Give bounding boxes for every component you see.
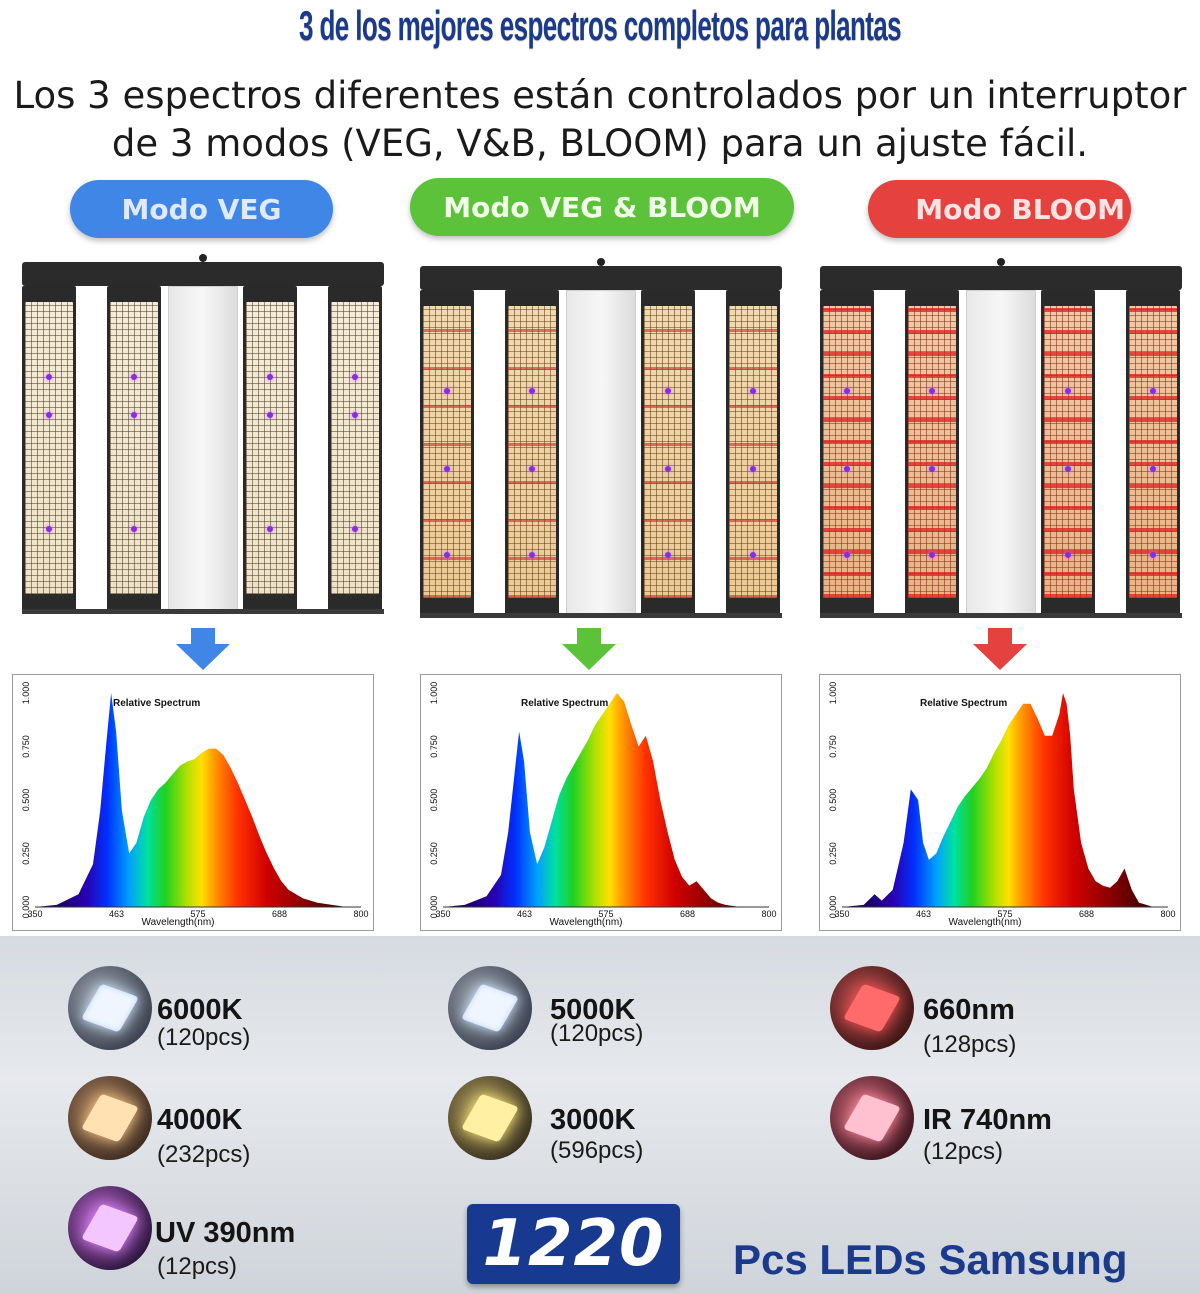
x-tick-label: 575 <box>598 909 613 919</box>
led-ir-count: (12pcs) <box>923 1138 1004 1165</box>
page-subtitle: Los 3 espectros diferentes están control… <box>0 72 1200 168</box>
y-tick-label: 0.500 <box>828 789 838 812</box>
y-tick-label: 0.250 <box>828 842 838 865</box>
led-uv-count: (12pcs) <box>157 1253 238 1280</box>
uv-led-chip-icon <box>68 1186 152 1270</box>
led-3000k-label: 3000K <box>550 1104 636 1136</box>
led-660nm-count: (128pcs) <box>923 1031 1017 1058</box>
ir-led-chip-icon <box>830 1076 914 1160</box>
y-tick-label: 0.250 <box>21 842 31 865</box>
x-tick-label: 688 <box>1079 909 1094 919</box>
y-tick-label: 0.000 <box>828 896 838 919</box>
grow-light-veg-bloom-image <box>420 258 782 622</box>
y-tick-label: 0.000 <box>21 896 31 919</box>
chart-title: Relative Spectrum <box>521 698 608 709</box>
spectrum-area <box>842 693 1168 907</box>
led-5000k-label: 5000K <box>550 994 636 1026</box>
mode-veg-button[interactable]: Modo VEG <box>70 180 333 238</box>
x-tick-label: 800 <box>353 909 368 919</box>
page-title: 3 de los mejores espectros completos par… <box>298 2 902 49</box>
x-tick-label: 688 <box>272 909 287 919</box>
led-4000k-label: 4000K <box>157 1104 243 1136</box>
total-led-count-badge: 1220 <box>467 1204 680 1284</box>
x-tick-label: 350 <box>834 909 849 919</box>
white-led-chip-icon <box>448 966 532 1050</box>
subtitle-line-1: Los 3 espectros diferentes están control… <box>13 74 1187 117</box>
total-led-number: 1220 <box>482 1207 665 1281</box>
x-tick-label: 350 <box>435 909 450 919</box>
x-axis-label: Wavelength(nm) <box>550 917 623 928</box>
y-tick-label: 0.750 <box>429 735 439 758</box>
y-tick-label: 0.500 <box>429 789 439 812</box>
x-tick-label: 688 <box>680 909 695 919</box>
x-tick-label: 463 <box>916 909 931 919</box>
chart-title: Relative Spectrum <box>920 698 1007 709</box>
y-tick-label: 0.250 <box>429 842 439 865</box>
y-tick-label: 1.000 <box>21 682 31 705</box>
x-tick-label: 575 <box>997 909 1012 919</box>
x-tick-label: 463 <box>109 909 124 919</box>
y-tick-label: 0.000 <box>429 896 439 919</box>
led-ir-label: IR 740nm <box>923 1104 1052 1136</box>
spectrum-area <box>35 693 361 907</box>
x-tick-label: 800 <box>761 909 776 919</box>
led-660nm-label: 660nm <box>923 994 1015 1026</box>
y-tick-label: 0.750 <box>21 735 31 758</box>
x-axis-label: Wavelength(nm) <box>142 917 215 928</box>
led-4000k-count: (232pcs) <box>157 1141 251 1168</box>
mode-veg-bloom-button[interactable]: Modo VEG & BLOOM <box>410 178 794 236</box>
led-6000k-count: (120pcs) <box>157 1024 251 1051</box>
arrow-down-green-icon <box>562 628 616 672</box>
white-led-chip-icon <box>68 966 152 1050</box>
x-tick-label: 463 <box>517 909 532 919</box>
mode-bloom-button[interactable]: Modo BLOOM <box>868 180 1131 238</box>
x-axis-label: Wavelength(nm) <box>949 917 1022 928</box>
y-tick-label: 0.750 <box>828 735 838 758</box>
led-6000k-label: 6000K <box>157 994 243 1026</box>
grow-light-bloom-image <box>820 258 1182 622</box>
arrow-down-red-icon <box>973 628 1027 672</box>
spectrum-area <box>443 693 769 907</box>
spectrum-chart-veg: Relative Spectrum 350 463 575 688 800 0.000 0.2… <box>12 674 374 931</box>
spectrum-chart-bloom: Relative Spectrum 350 463 575 688 800 0.000 0.2… <box>819 674 1181 931</box>
y-tick-label: 1.000 <box>828 682 838 705</box>
arrow-down-blue-icon <box>176 628 230 672</box>
total-led-label: Pcs LEDs Samsung <box>733 1236 1128 1283</box>
led-5000k-count: (120pcs) <box>550 1020 644 1047</box>
led-uv-label: UV 390nm <box>155 1217 296 1249</box>
chart-title: Relative Spectrum <box>113 698 200 709</box>
x-tick-label: 575 <box>190 909 205 919</box>
grow-light-veg-image <box>22 254 384 618</box>
warm-led-chip-icon <box>68 1076 152 1160</box>
spectrum-chart-veg-bloom: Relative Spectrum 350 463 575 688 800 0.000 0.2… <box>420 674 782 931</box>
yellow-led-chip-icon <box>448 1076 532 1160</box>
subtitle-line-2: de 3 modos (VEG, V&B, BLOOM) para un aju… <box>111 122 1089 165</box>
x-tick-label: 800 <box>1160 909 1175 919</box>
x-tick-label: 350 <box>27 909 42 919</box>
led-3000k-count: (596pcs) <box>550 1137 644 1164</box>
red-led-chip-icon <box>830 966 914 1050</box>
y-tick-label: 1.000 <box>429 682 439 705</box>
y-tick-label: 0.500 <box>21 789 31 812</box>
